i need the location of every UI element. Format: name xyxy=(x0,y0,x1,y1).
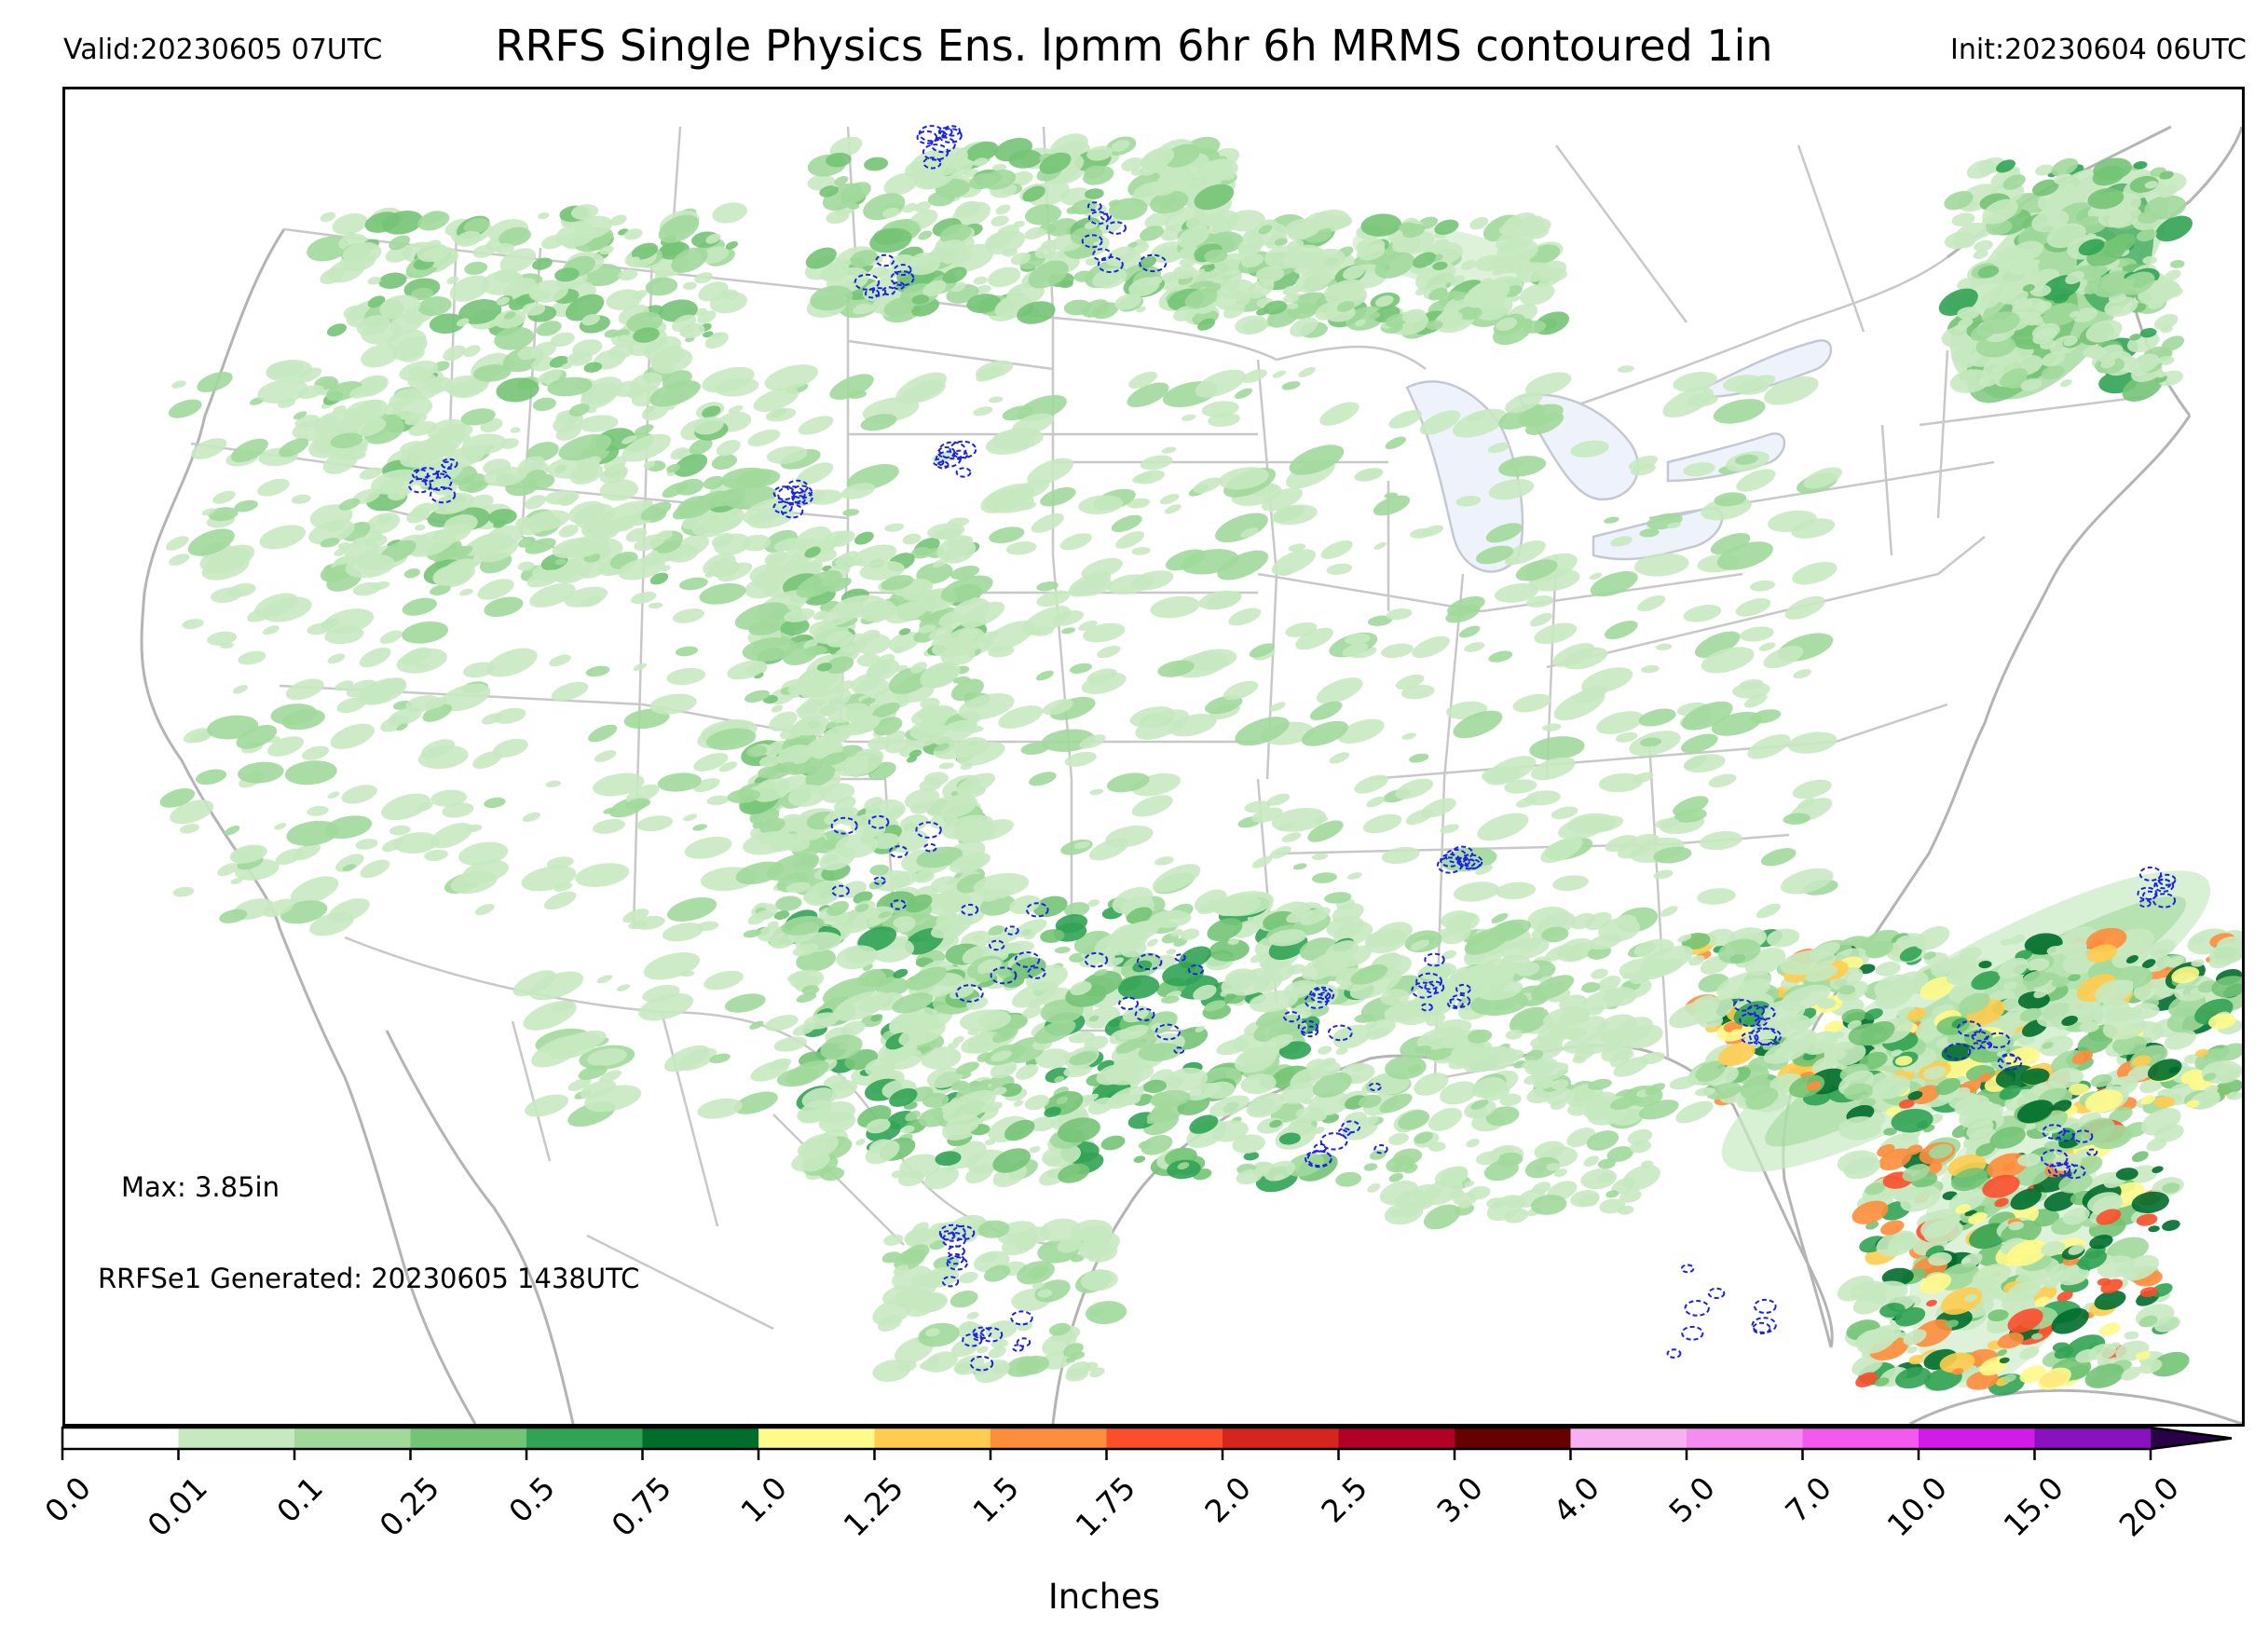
precip-field xyxy=(159,133,2242,1396)
colorbar-segment xyxy=(410,1428,527,1449)
colorbar-segment xyxy=(294,1428,412,1449)
colorbar-segment xyxy=(1802,1428,1920,1449)
colorbar-segment xyxy=(991,1428,1108,1449)
colorbar-segment xyxy=(2034,1428,2152,1449)
max-value-note: Max: 3.85in xyxy=(121,1171,280,1203)
colorbar-segment xyxy=(526,1428,644,1449)
colorbar-segment xyxy=(1919,1428,2036,1449)
colorbar-segment xyxy=(1455,1428,1572,1449)
colorbar-segment xyxy=(874,1428,991,1449)
colorbar-segment xyxy=(758,1428,876,1449)
colorbar-segment xyxy=(1106,1428,1223,1449)
generated-note: RRFSe1 Generated: 20230605 1438UTC xyxy=(98,1263,640,1294)
valid-time-label: Valid:20230605 07UTC xyxy=(63,34,383,66)
colorbar-segment xyxy=(642,1428,759,1449)
colorbar-segment xyxy=(1223,1428,1340,1449)
colorbar-segment xyxy=(178,1428,295,1449)
colorbar-segment xyxy=(1338,1428,1455,1449)
colorbar-extend-arrow xyxy=(2151,1428,2232,1449)
colorbar-outline xyxy=(61,1426,2233,1451)
map-title: RRFS Single Physics Ens. lpmm 6hr 6h MRM… xyxy=(495,20,1773,71)
map-svg xyxy=(140,125,2242,1424)
colorbar-label: Inches xyxy=(1047,1577,1161,1617)
init-time-label: Init:20230604 06UTC xyxy=(1950,34,2247,66)
mrms-contours xyxy=(408,125,2177,1372)
colorbar-segment xyxy=(62,1428,180,1449)
colorbar-segment xyxy=(1570,1428,1687,1449)
map-panel xyxy=(62,87,2245,1427)
colorbar-segment xyxy=(1687,1428,1804,1449)
